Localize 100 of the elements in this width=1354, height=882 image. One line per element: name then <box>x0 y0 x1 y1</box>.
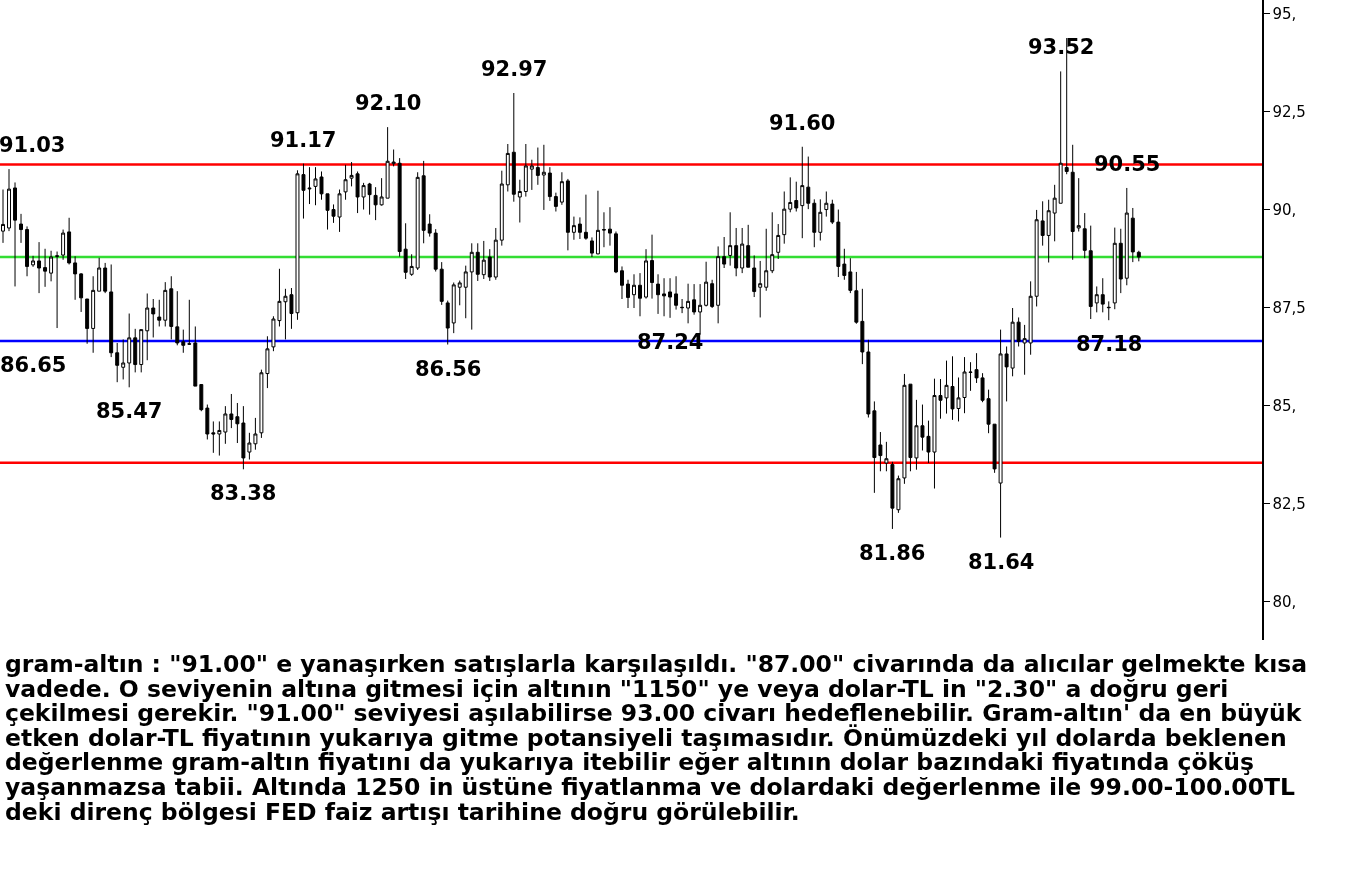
candlestick <box>25 225 30 277</box>
candlestick <box>553 192 558 212</box>
candlestick <box>67 217 72 265</box>
candlestick <box>746 224 751 268</box>
candlestick <box>211 420 216 454</box>
candlestick <box>692 283 697 316</box>
candlestick <box>1082 212 1087 259</box>
candlestick <box>770 211 775 274</box>
candlestick <box>1046 199 1051 264</box>
candlestick <box>674 275 679 311</box>
candlestick <box>565 178 570 251</box>
candlestick <box>1136 250 1141 262</box>
y-tick-label: 85, <box>1272 396 1297 415</box>
candlestick <box>145 293 150 361</box>
candlestick <box>734 227 739 277</box>
candlestick <box>794 181 799 212</box>
candlestick <box>427 213 432 238</box>
candlestick <box>601 211 606 248</box>
candlestick <box>614 231 618 274</box>
candlestick <box>644 248 648 300</box>
candlestick <box>139 329 144 373</box>
candlestick <box>187 299 192 346</box>
candlestick <box>169 275 174 340</box>
candlestick <box>157 299 162 327</box>
candlestick <box>1118 228 1123 294</box>
candlestick <box>1058 70 1063 204</box>
candlestick <box>1028 280 1033 356</box>
annotation: 92.97 <box>481 57 548 81</box>
candlestick <box>1076 177 1081 233</box>
candlestick <box>812 198 817 248</box>
candlestick <box>728 211 733 267</box>
candlestick <box>656 273 661 315</box>
candlestick <box>193 325 198 387</box>
candlestick <box>650 234 655 300</box>
candlestick <box>854 271 859 325</box>
candlestick <box>776 223 781 260</box>
candlestick <box>788 176 793 213</box>
candlestick <box>547 166 552 202</box>
candlestick <box>626 279 630 309</box>
candlestick <box>415 171 420 271</box>
candlestick <box>403 222 408 280</box>
candlestick <box>451 282 456 334</box>
candlestick <box>73 255 78 301</box>
candlestick <box>13 181 17 287</box>
candlestick <box>535 147 540 186</box>
candlestick <box>529 159 534 191</box>
candlestick <box>37 241 42 294</box>
text: gram-altın : "91.00" e yanaşırken satışlarla karşılaşıldı. "87.00" civarında da alıcılar gelmekte kısa vadede. O seviyenin altına gitmesi için altının "1150" ye veya dolar-TL in "2.30" a doğru geri çekilmesi gerekir. "91.00" seviyesi aşılabilirse 93.00 civarı hedeflenebilir. Gram-altın' da en büyük etken dolar-TL fiyatının yukarıya gitme potansiyeli taşımasıdır. Önümüzdeki yıl dolarda beklenen değerlenme gram-altın fiyatını da yukarıya itebilir eğer altının dolar bazındaki fiyatında çöküş yaşanmazsa tabii. Altında 1250 in üstüne fiyatlanma ve dolardaki değerlenme ile 99.00-100.00TL deki direnç bölgesi FED faiz artışı tarihine doğru görülebilir. <box>4 650 1309 826</box>
candlestick <box>43 248 48 288</box>
candlestick <box>79 272 84 313</box>
candlestick <box>127 313 132 388</box>
candlestick <box>638 272 642 317</box>
candlestick <box>1040 200 1045 247</box>
candlestick <box>752 254 757 298</box>
candlestick <box>391 149 396 167</box>
candlestick <box>571 216 576 241</box>
candlestick <box>704 261 709 307</box>
candlestick <box>806 156 811 210</box>
candlestick <box>433 228 438 273</box>
candlestick <box>181 329 186 354</box>
candlestick <box>445 300 450 346</box>
candlestick <box>175 290 180 346</box>
candlestick <box>481 240 486 280</box>
y-tick-label: 90, <box>1272 200 1297 219</box>
candlestick <box>103 262 108 294</box>
candlestick <box>1100 277 1105 313</box>
y-tick-label: 92,5 <box>1272 102 1306 121</box>
candlestick <box>115 342 120 383</box>
candlestick <box>884 441 889 472</box>
candlestick <box>49 250 54 282</box>
candlestick <box>1130 207 1135 263</box>
candlestick <box>469 242 474 331</box>
candlestick <box>1112 227 1117 310</box>
candlestick <box>764 228 769 292</box>
candlestick <box>493 227 498 281</box>
candlestick <box>680 298 685 314</box>
candlestick <box>860 288 865 365</box>
candlestick <box>1124 187 1129 286</box>
candlestick <box>595 190 600 255</box>
candlestick <box>818 198 823 242</box>
candlestick <box>205 404 210 440</box>
candlestick <box>686 283 691 324</box>
candlestick <box>199 384 204 412</box>
ref-line-label: 86.65 <box>0 352 67 377</box>
candlestick <box>151 298 156 338</box>
annotation: 81.64 <box>968 550 1035 574</box>
candlestick <box>55 251 60 329</box>
candlestick <box>842 248 847 281</box>
candlestick <box>7 168 11 232</box>
candlestick <box>589 236 594 258</box>
candlestick <box>85 298 90 345</box>
candlestick <box>1034 209 1039 307</box>
candlestick <box>836 209 841 278</box>
candlestick <box>523 143 528 198</box>
candlestick <box>559 171 564 206</box>
candlestick <box>217 420 222 457</box>
candlestick <box>1052 184 1057 242</box>
candlestick <box>710 279 715 309</box>
annotation: 81.86 <box>859 541 926 565</box>
candlestick <box>722 236 727 269</box>
